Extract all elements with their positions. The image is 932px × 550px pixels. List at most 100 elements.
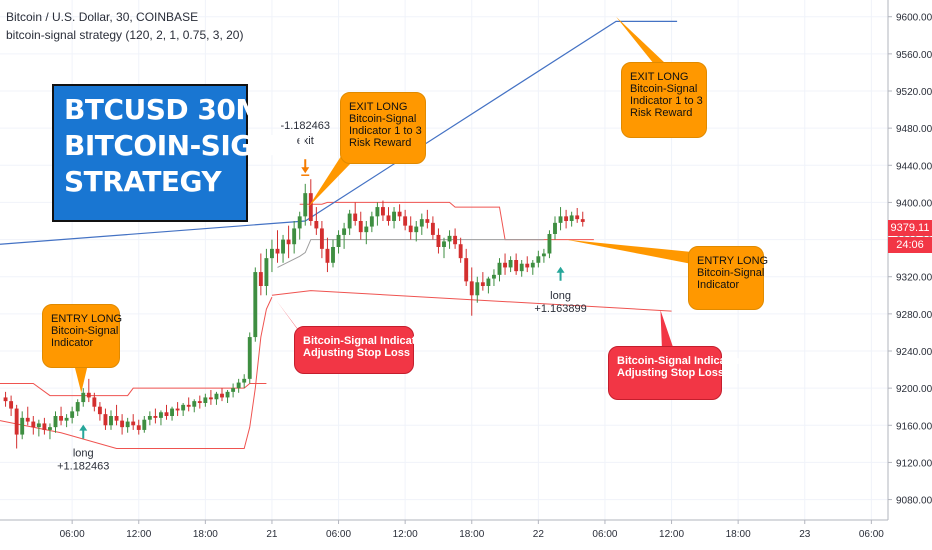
- candle: [97, 402, 102, 421]
- candle: [569, 211, 574, 227]
- candle: [364, 221, 369, 245]
- study-title: bitcoin-signal strategy (120, 2, 1, 0.75…: [6, 28, 244, 42]
- candle-body: [353, 213, 358, 221]
- candle-body: [286, 239, 291, 245]
- candle: [42, 417, 47, 435]
- candle-body: [208, 397, 213, 400]
- candle-body: [36, 423, 41, 428]
- candle: [20, 411, 25, 440]
- stop-loss-line: [299, 201, 594, 241]
- candle-body: [547, 234, 552, 254]
- candle-body: [331, 247, 335, 263]
- candle-body: [281, 239, 285, 254]
- candle: [275, 230, 280, 263]
- candle-body: [553, 222, 557, 234]
- target-line: [0, 20, 678, 245]
- candle: [419, 213, 424, 235]
- candle: [525, 256, 530, 273]
- callout-stop-loss-1: Bitcoin-Signal Indicator Adjusting Stop …: [294, 326, 426, 374]
- candle-body: [503, 262, 507, 268]
- candle-body: [292, 228, 297, 245]
- candle-body: [386, 215, 391, 221]
- candle: [358, 211, 363, 240]
- candle-body: [303, 193, 308, 217]
- callout-text: Bitcoin-Signal Indicator: [617, 355, 741, 367]
- price-tick-label: 9160.00: [896, 421, 932, 432]
- candle: [536, 250, 541, 268]
- candle-body: [458, 244, 463, 259]
- callout-text: EXIT LONG: [630, 71, 689, 83]
- candle-body: [453, 235, 458, 245]
- candle-body: [375, 207, 380, 217]
- callout-stop-loss-2: Bitcoin-Signal Indicator Adjusting Stop …: [608, 346, 741, 400]
- candle: [397, 204, 402, 221]
- banner-line-3: STRATEGY: [64, 165, 222, 198]
- candle: [514, 253, 519, 275]
- candle: [331, 239, 335, 268]
- callout-text: Bitcoin-Signal: [51, 325, 119, 337]
- time-tick-label: 23: [799, 529, 811, 540]
- candle-body: [14, 408, 19, 435]
- candle: [530, 260, 535, 275]
- candle: [408, 216, 413, 240]
- candle: [308, 179, 313, 226]
- candle: [503, 253, 507, 275]
- candle-body: [541, 253, 546, 257]
- candle: [403, 209, 408, 231]
- candle: [31, 416, 36, 435]
- time-tick-label: 18:00: [459, 529, 484, 540]
- candle-body: [508, 260, 513, 268]
- candle-body: [442, 241, 446, 247]
- candle-body: [358, 221, 363, 233]
- candle-body: [120, 420, 125, 428]
- candle: [519, 260, 524, 277]
- candle-body: [70, 411, 75, 418]
- time-tick-label: 12:00: [393, 529, 418, 540]
- entry-arrow-icon: [556, 266, 565, 281]
- candle-body: [125, 421, 130, 428]
- candle-body: [203, 397, 208, 403]
- candle: [114, 404, 119, 426]
- callout-text: Bitcoin-Signal: [697, 267, 765, 279]
- candle: [319, 221, 324, 259]
- candle-body: [170, 408, 174, 416]
- candle: [231, 383, 236, 398]
- candle-body: [214, 393, 219, 400]
- callout-pointer: [74, 364, 88, 393]
- time-axis: 06:00 12:00 18:00 21 06:00 12:00 18:00 22 06:00 1…: [0, 519, 932, 550]
- candle: [142, 416, 147, 433]
- candle-body: [297, 216, 302, 229]
- candle-body: [347, 213, 352, 229]
- candle-body: [392, 211, 396, 221]
- callout-text: Risk Reward: [630, 107, 693, 119]
- bar-countdown-tag: 24:06: [888, 237, 932, 253]
- candle-body: [186, 404, 191, 407]
- callout-text: ENTRY LONG: [697, 255, 769, 267]
- candle: [547, 230, 552, 259]
- candle: [242, 374, 247, 389]
- candle-body: [42, 423, 47, 430]
- candle: [430, 216, 435, 240]
- candle: [36, 419, 41, 437]
- callout-text: Adjusting Stop Loss: [303, 347, 410, 359]
- candle: [170, 406, 174, 421]
- candle-body: [109, 416, 113, 426]
- candle-body: [308, 193, 313, 221]
- callout-text: Indicator: [697, 279, 740, 291]
- price-tick-label: 9480.00: [896, 124, 932, 135]
- time-axis-background: [0, 520, 932, 550]
- candle-body: [480, 282, 485, 286]
- candle: [375, 202, 380, 226]
- trade-label: long: [73, 448, 94, 460]
- banner-line-2: BITCOIN-SIGNAL: [64, 129, 315, 162]
- candle: [186, 397, 191, 412]
- callout-text: Risk Reward: [349, 137, 412, 149]
- price-axis-background: [888, 0, 932, 550]
- candle-body: [236, 382, 241, 389]
- candle-body: [403, 216, 408, 226]
- candle: [208, 390, 213, 405]
- candle-body: [64, 417, 69, 421]
- candle: [3, 391, 8, 407]
